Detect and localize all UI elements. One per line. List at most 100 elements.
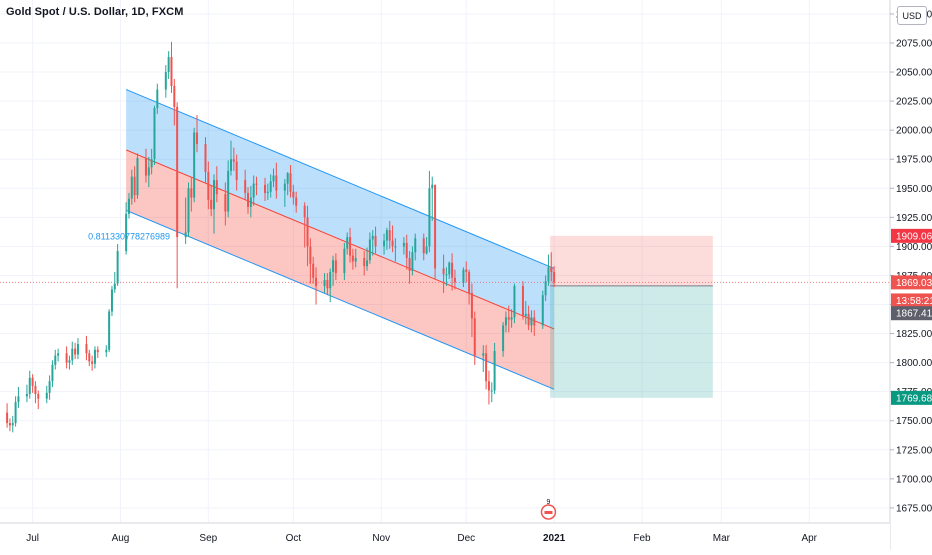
candle-body[interactable] bbox=[249, 197, 252, 207]
candle-body[interactable] bbox=[227, 170, 230, 212]
candle-body[interactable] bbox=[530, 317, 533, 326]
candle-body[interactable] bbox=[388, 230, 391, 241]
candle-body[interactable] bbox=[105, 349, 108, 353]
candle-body[interactable] bbox=[85, 344, 88, 354]
candle-body[interactable] bbox=[193, 132, 196, 198]
candle-body[interactable] bbox=[133, 176, 136, 196]
candle-body[interactable] bbox=[309, 246, 312, 264]
candle-body[interactable] bbox=[187, 188, 190, 233]
candle-body[interactable] bbox=[533, 317, 536, 326]
candle-body[interactable] bbox=[244, 180, 247, 193]
candle-body[interactable] bbox=[266, 191, 269, 193]
candle-body[interactable] bbox=[487, 381, 490, 391]
candle-body[interactable] bbox=[164, 72, 167, 90]
candle-body[interactable] bbox=[150, 159, 153, 168]
candle-body[interactable] bbox=[402, 242, 405, 247]
candle-body[interactable] bbox=[383, 240, 386, 247]
candle-body[interactable] bbox=[184, 232, 187, 238]
candle-body[interactable] bbox=[286, 173, 289, 184]
candle-body[interactable] bbox=[394, 246, 397, 248]
candle-body[interactable] bbox=[57, 353, 60, 356]
candle-body[interactable] bbox=[11, 423, 14, 426]
candle-body[interactable] bbox=[470, 292, 473, 319]
candle-body[interactable] bbox=[405, 242, 408, 259]
candle-body[interactable] bbox=[513, 285, 516, 318]
candle-body[interactable] bbox=[167, 56, 170, 73]
candle-body[interactable] bbox=[315, 277, 318, 286]
candle-body[interactable] bbox=[269, 181, 272, 192]
candle-body[interactable] bbox=[473, 318, 476, 356]
candle-body[interactable] bbox=[451, 262, 454, 278]
candle-body[interactable] bbox=[465, 269, 468, 272]
candle-body[interactable] bbox=[425, 246, 428, 254]
candle-body[interactable] bbox=[76, 344, 79, 355]
candle-body[interactable] bbox=[521, 285, 524, 317]
candle-body[interactable] bbox=[295, 197, 298, 206]
candle-body[interactable] bbox=[215, 180, 218, 195]
candle-body[interactable] bbox=[275, 175, 278, 191]
candle-body[interactable] bbox=[510, 317, 513, 320]
candle-body[interactable] bbox=[232, 159, 235, 162]
candle-body[interactable] bbox=[329, 271, 332, 289]
candle-body[interactable] bbox=[374, 235, 377, 247]
candle-body[interactable] bbox=[136, 158, 139, 196]
candle-body[interactable] bbox=[91, 361, 94, 364]
candle-body[interactable] bbox=[247, 192, 250, 207]
candle-body[interactable] bbox=[51, 364, 54, 382]
candle-body[interactable] bbox=[408, 258, 411, 271]
candle-body[interactable] bbox=[173, 86, 176, 107]
candle-body[interactable] bbox=[422, 238, 425, 254]
candle-body[interactable] bbox=[453, 277, 456, 283]
candle-body[interactable] bbox=[504, 317, 507, 326]
candle-body[interactable] bbox=[37, 393, 40, 399]
candle-body[interactable] bbox=[71, 348, 74, 361]
candle-body[interactable] bbox=[527, 313, 530, 326]
candle-body[interactable] bbox=[442, 268, 445, 275]
candle-body[interactable] bbox=[468, 271, 471, 293]
candle-body[interactable] bbox=[252, 183, 255, 198]
candle-body[interactable] bbox=[31, 377, 34, 386]
candle-body[interactable] bbox=[524, 313, 527, 317]
candle-body[interactable] bbox=[255, 183, 258, 185]
candle-body[interactable] bbox=[323, 280, 326, 286]
candle-body[interactable] bbox=[88, 353, 91, 362]
candle-body[interactable] bbox=[485, 353, 488, 382]
candle-body[interactable] bbox=[507, 317, 510, 320]
candle-body[interactable] bbox=[224, 194, 227, 212]
candle-body[interactable] bbox=[368, 239, 371, 261]
candle-body[interactable] bbox=[116, 251, 119, 284]
candle-body[interactable] bbox=[25, 393, 28, 397]
candle-body[interactable] bbox=[448, 262, 451, 275]
candle-body[interactable] bbox=[493, 350, 496, 391]
time-axis[interactable] bbox=[0, 523, 890, 550]
candle-body[interactable] bbox=[195, 132, 198, 145]
candle-body[interactable] bbox=[93, 349, 96, 364]
candle-body[interactable] bbox=[74, 348, 77, 355]
candle-body[interactable] bbox=[553, 271, 556, 283]
candle-body[interactable] bbox=[127, 198, 130, 214]
candle-body[interactable] bbox=[326, 280, 329, 289]
candle-body[interactable] bbox=[212, 180, 215, 210]
candle-body[interactable] bbox=[289, 173, 292, 192]
candle-body[interactable] bbox=[292, 191, 295, 198]
candle-body[interactable] bbox=[428, 188, 431, 247]
candle-body[interactable] bbox=[210, 199, 213, 210]
candle-body[interactable] bbox=[144, 158, 147, 176]
candle-body[interactable] bbox=[303, 205, 306, 218]
candle-body[interactable] bbox=[110, 289, 113, 312]
candle-body[interactable] bbox=[391, 240, 394, 247]
candle-body[interactable] bbox=[68, 360, 71, 363]
candle-body[interactable] bbox=[170, 56, 173, 87]
candle-body[interactable] bbox=[366, 260, 369, 267]
candle-body[interactable] bbox=[445, 274, 448, 276]
candle-body[interactable] bbox=[230, 159, 233, 171]
candle-body[interactable] bbox=[204, 144, 207, 173]
candle-body[interactable] bbox=[65, 353, 68, 363]
candle-body[interactable] bbox=[113, 283, 116, 290]
candle-body[interactable] bbox=[354, 258, 357, 262]
candle-body[interactable] bbox=[153, 108, 156, 160]
candle-body[interactable] bbox=[334, 260, 337, 274]
candle-body[interactable] bbox=[272, 175, 275, 182]
